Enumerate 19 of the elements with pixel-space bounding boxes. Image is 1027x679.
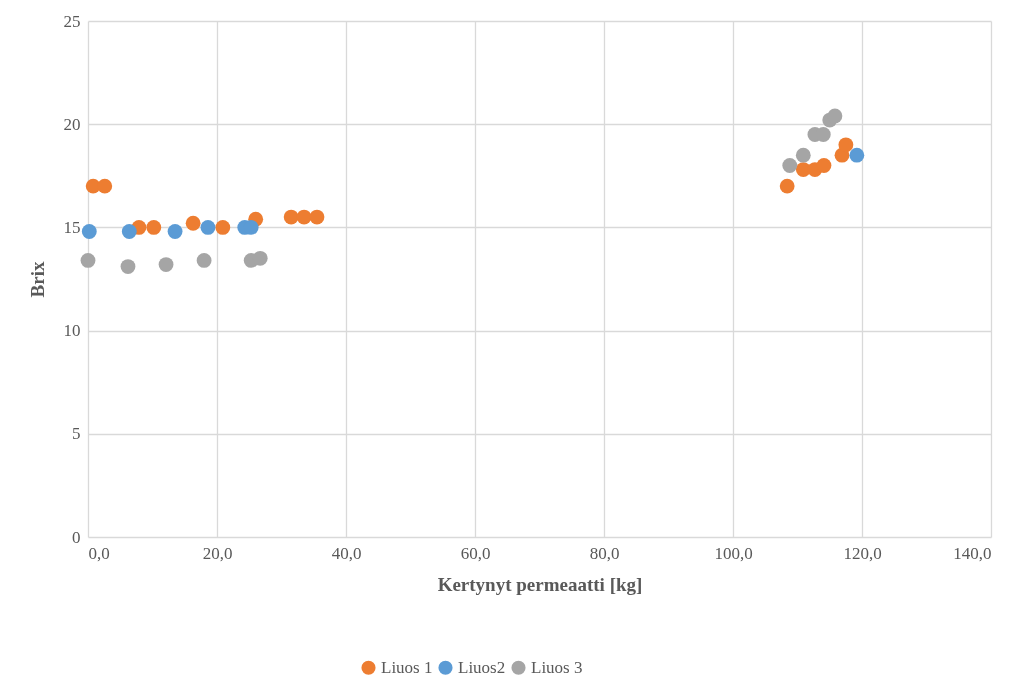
y-tick-label: 25 <box>63 11 81 31</box>
x-axis-title: Kertynyt permeaatti [kg] <box>437 573 643 595</box>
x-tick-label: 80,0 <box>589 543 620 563</box>
y-tick-label: 15 <box>63 217 81 237</box>
y-tick-label: 0 <box>72 527 81 547</box>
x-tick-label: 140,0 <box>953 543 992 563</box>
x-tick-label: 60,0 <box>460 543 491 563</box>
y-tick-label: 10 <box>63 321 81 341</box>
x-tick-label: 100,0 <box>714 543 753 563</box>
x-tick-label: 0,0 <box>88 543 110 563</box>
x-tick-label: 20,0 <box>202 543 233 563</box>
x-tick-label: 120,0 <box>843 543 882 563</box>
legend-label: Liuos 3 <box>531 657 583 677</box>
y-axis-title: Brix <box>26 261 48 298</box>
x-tick-label: 40,0 <box>331 543 362 563</box>
y-tick-label: 20 <box>63 114 81 134</box>
legend-label: Liuos2 <box>458 657 506 677</box>
y-tick-label: 5 <box>72 424 81 444</box>
legend-label: Liuos 1 <box>381 657 433 677</box>
